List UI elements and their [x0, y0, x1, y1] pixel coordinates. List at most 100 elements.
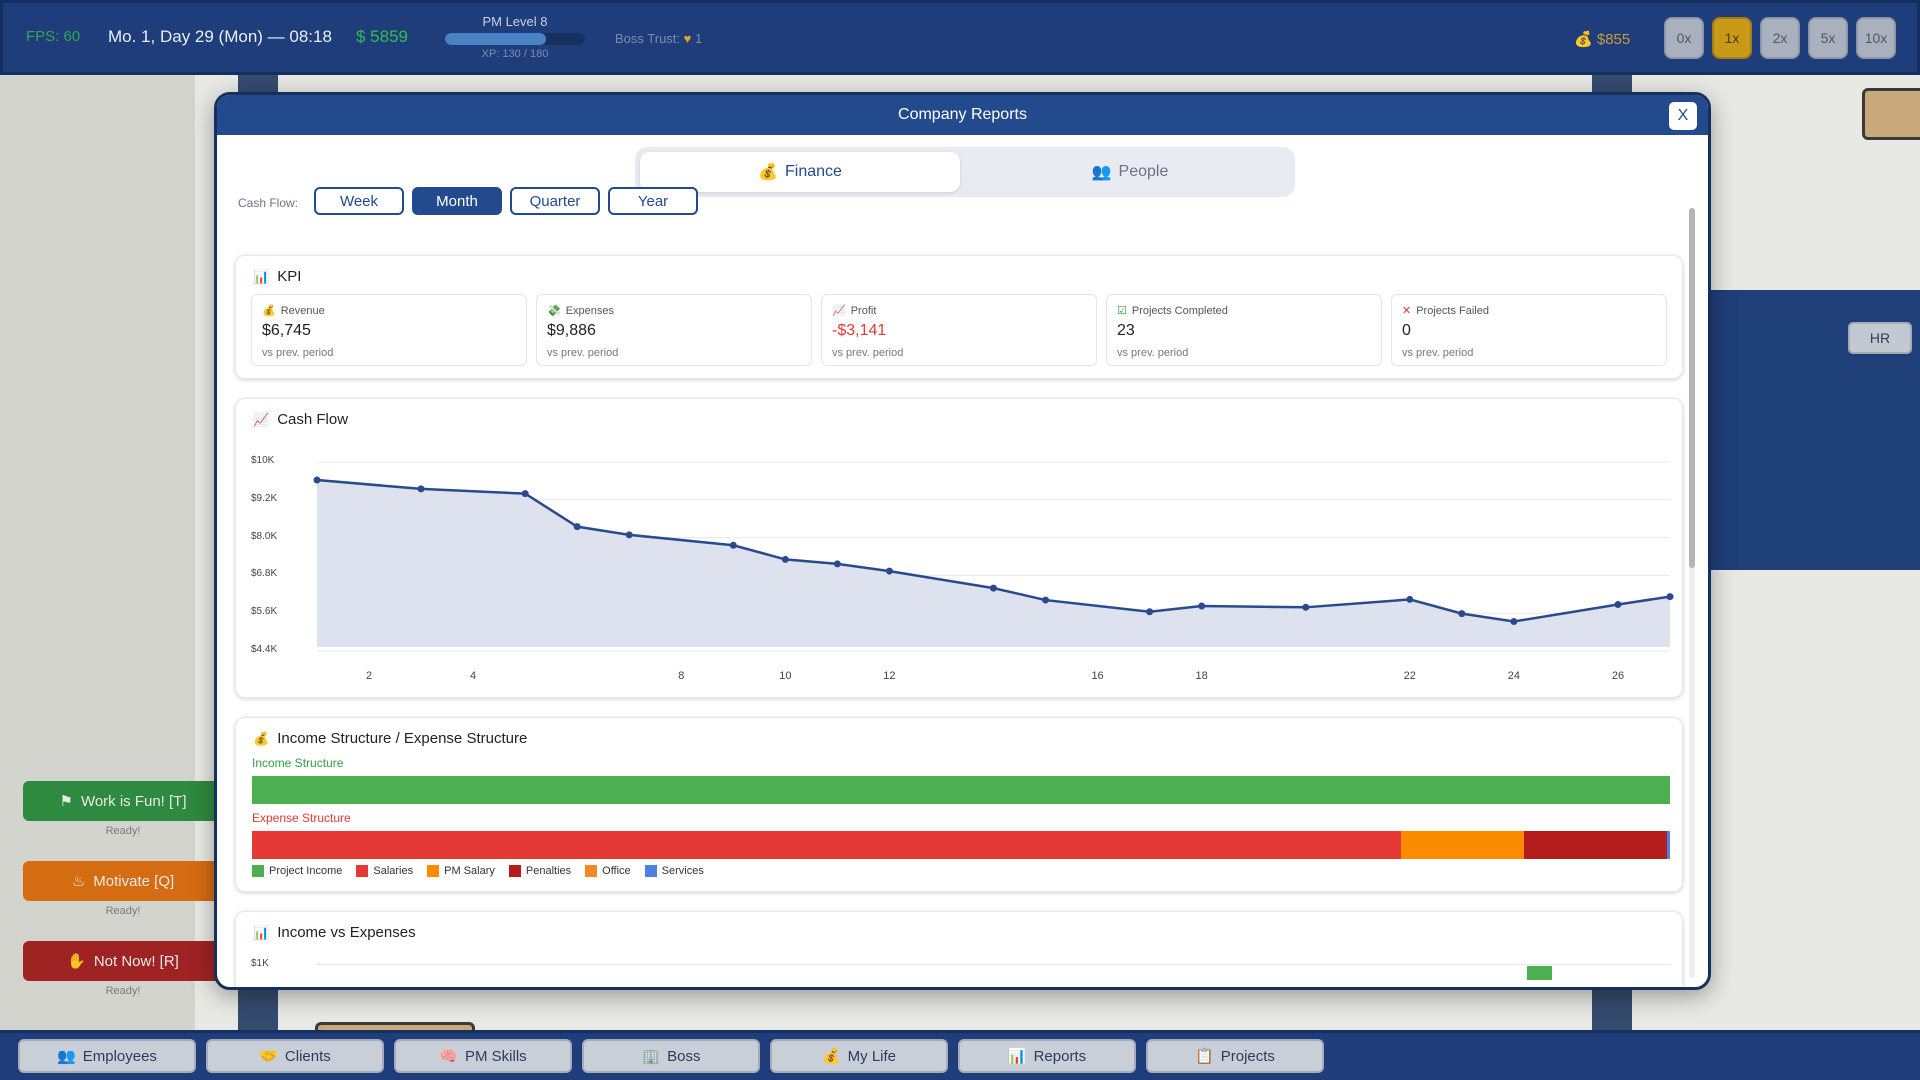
structure-segment[interactable]	[252, 831, 1401, 859]
structure-segment[interactable]	[1400, 831, 1524, 859]
period-month-button[interactable]: Month	[412, 187, 502, 215]
coins-balance: 💰 $855	[1574, 31, 1631, 48]
data-point[interactable]	[521, 490, 529, 498]
handshake-icon: 🤝	[259, 1048, 278, 1065]
tab-finance[interactable]: 💰 Finance	[640, 152, 960, 192]
game-date: Mo. 1, Day 29 (Mon) — 08:18	[108, 27, 332, 46]
data-point[interactable]	[1614, 600, 1622, 608]
pm-level: PM Level 8	[482, 14, 548, 29]
data-point[interactable]	[1146, 608, 1154, 616]
x-tick-label: 26	[1611, 670, 1625, 682]
speed-10x-button[interactable]: 10x	[1856, 17, 1896, 59]
bar-chart-icon: 📊	[253, 268, 270, 284]
close-button[interactable]: X	[1669, 102, 1697, 130]
data-point[interactable]	[729, 541, 737, 549]
check-icon: ☑	[1117, 305, 1127, 317]
income-vs-expenses-title: 📊 Income vs Expenses	[253, 924, 416, 941]
kpi-projects-failed: ✕ Projects Failed 0 vs prev. period	[1391, 294, 1667, 366]
bar-chart-icon: 📊	[253, 924, 270, 940]
kpi-value: 23	[1117, 322, 1135, 339]
period-year-button[interactable]: Year	[608, 187, 698, 215]
xp-bar	[445, 33, 585, 45]
action-status: Ready!	[105, 985, 141, 997]
cashflow-title: 📈 Cash Flow	[253, 411, 349, 428]
legend-item: PM Salary	[427, 865, 495, 878]
xp-bar-fill	[445, 33, 546, 45]
speed-2x-button[interactable]: 2x	[1760, 17, 1800, 59]
data-point[interactable]	[625, 531, 633, 539]
expense-structure-bar	[252, 831, 1670, 859]
building-icon: 🏢	[641, 1048, 661, 1065]
action-status: Ready!	[105, 905, 141, 917]
cashflow-chart	[313, 461, 1674, 652]
brain-icon: 🧠	[439, 1048, 458, 1065]
modal-scrollbar[interactable]	[1689, 208, 1695, 978]
nav-reports[interactable]: 📊 Reports	[958, 1039, 1136, 1073]
work-is-fun-button[interactable]: ⚑ Work is Fun! [T]	[23, 781, 223, 821]
legend-item: Salaries	[356, 865, 413, 878]
kpi-value: -$3,141	[832, 322, 887, 339]
office-desk[interactable]	[1862, 88, 1920, 140]
nav-boss[interactable]: 🏢 Boss	[582, 1039, 760, 1073]
legend-swatch	[356, 865, 369, 878]
structure-title: 💰 Income Structure / Expense Structure	[253, 730, 528, 747]
y-tick-label: $4.4K	[251, 644, 278, 655]
kpi-revenue: 💰 Revenue $6,745 vs prev. period	[251, 294, 527, 366]
data-point[interactable]	[573, 523, 581, 531]
legend-swatch	[585, 865, 598, 878]
kpi-expenses: 💸 Expenses $9,886 vs prev. period	[536, 294, 812, 366]
grid-line	[316, 964, 1671, 965]
nav-pm-skills[interactable]: 🧠 PM Skills	[394, 1039, 572, 1073]
action-icon: ⚑	[59, 793, 73, 810]
scrollbar-thumb[interactable]	[1689, 208, 1695, 568]
money-bag-icon: 💰	[821, 1048, 841, 1065]
kpi-value: $6,745	[262, 322, 311, 339]
x-tick-label: 16	[1091, 670, 1104, 682]
period-quarter-button[interactable]: Quarter	[510, 187, 600, 215]
y-tick-label: $1K	[251, 958, 269, 969]
data-point[interactable]	[990, 584, 997, 592]
period-week-button[interactable]: Week	[314, 187, 404, 215]
legend-label: Project Income	[269, 865, 343, 877]
money-bag-icon: 💰	[758, 164, 778, 181]
hr-room-button[interactable]: HR	[1848, 322, 1912, 354]
nav-clients[interactable]: 🤝 Clients	[206, 1039, 384, 1073]
legend-item: Project Income	[252, 865, 343, 878]
trend-chart-icon: 📈	[832, 305, 846, 317]
company-reports-modal: Company Reports X 💰 Finance 👥 People Cash …	[214, 92, 1711, 990]
data-point[interactable]	[885, 567, 893, 575]
speed-1x-button[interactable]: 1x	[1712, 17, 1752, 59]
tab-people[interactable]: 👥 People	[1091, 163, 1169, 181]
legend-item: Office	[585, 865, 631, 878]
people-icon: 👥	[57, 1048, 76, 1065]
data-point[interactable]	[781, 555, 789, 563]
nav-employees[interactable]: 👥 Employees	[18, 1039, 196, 1073]
legend-label: Penalties	[525, 865, 572, 877]
speed-0x-button[interactable]: 0x	[1664, 17, 1704, 59]
data-point[interactable]	[1458, 610, 1466, 618]
income-vs-expenses-card: 📊 Income vs Expenses $1K	[235, 911, 1683, 987]
kpi-profit: 📈 Profit -$3,141 vs prev. period	[821, 294, 1097, 366]
data-point[interactable]	[1666, 593, 1674, 601]
kpi-projects-completed: ☑ Projects Completed 23 vs prev. period	[1106, 294, 1382, 366]
nav-my-life[interactable]: 💰 My Life	[770, 1039, 948, 1073]
data-point[interactable]	[1510, 617, 1518, 625]
data-point[interactable]	[313, 476, 321, 484]
x-tick-label: 22	[1403, 670, 1416, 682]
data-point[interactable]	[1302, 603, 1310, 611]
structure-segment[interactable]	[1523, 831, 1668, 859]
speed-5x-button[interactable]: 5x	[1808, 17, 1848, 59]
structure-segment[interactable]	[1667, 831, 1670, 859]
kpi-value: 0	[1402, 322, 1411, 339]
data-point[interactable]	[1042, 596, 1050, 604]
data-point[interactable]	[417, 485, 425, 493]
motivate-button[interactable]: ♨ Motivate [Q]	[23, 861, 223, 901]
data-point[interactable]	[1406, 595, 1414, 603]
x-tick-label: 18	[1195, 670, 1208, 682]
not-now-button[interactable]: ✋ Not Now! [R]	[23, 941, 223, 981]
money-bag-icon: 💰	[1574, 31, 1593, 48]
nav-projects[interactable]: 📋 Projects	[1146, 1039, 1324, 1073]
data-point[interactable]	[1198, 602, 1206, 610]
structure-segment[interactable]	[252, 776, 1670, 804]
data-point[interactable]	[833, 560, 841, 568]
